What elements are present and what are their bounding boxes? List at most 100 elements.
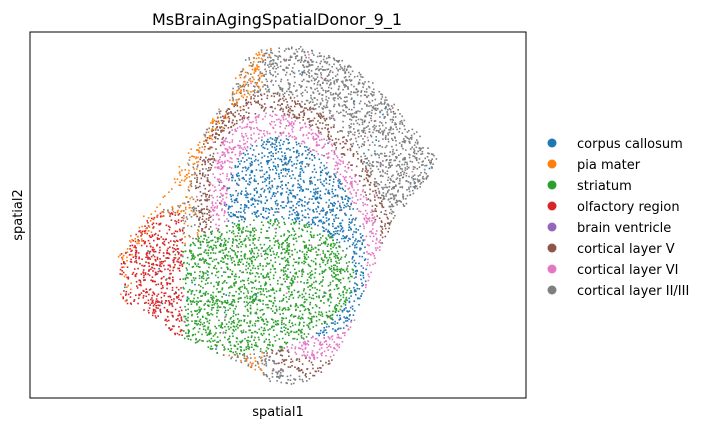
scatter-point: [280, 172, 282, 174]
scatter-point: [241, 118, 243, 120]
scatter-point: [246, 297, 249, 299]
scatter-point: [413, 155, 416, 158]
scatter-point: [415, 152, 418, 155]
scatter-point: [258, 366, 260, 368]
scatter-point: [209, 147, 211, 150]
scatter-point: [290, 294, 292, 296]
scatter-point: [301, 275, 303, 278]
scatter-point: [323, 337, 326, 339]
scatter-point: [199, 310, 201, 313]
scatter-point: [265, 184, 268, 187]
scatter-point: [223, 127, 226, 130]
scatter-point: [199, 321, 202, 324]
scatter-point: [367, 160, 370, 162]
scatter-point: [300, 56, 303, 58]
scatter-point: [335, 247, 338, 249]
scatter-point: [238, 276, 240, 278]
scatter-point: [294, 100, 296, 103]
scatter-point: [213, 159, 216, 162]
scatter-point: [333, 105, 335, 108]
scatter-point: [348, 197, 350, 200]
scatter-point: [288, 243, 290, 245]
scatter-point: [193, 279, 196, 281]
scatter-point: [344, 317, 347, 320]
scatter-point: [348, 75, 351, 78]
scatter-point: [291, 249, 293, 252]
scatter-point: [309, 265, 312, 268]
scatter-point: [254, 292, 256, 295]
scatter-point: [166, 251, 168, 254]
scatter-point: [249, 162, 252, 165]
scatter-point: [210, 215, 213, 218]
scatter-point: [181, 216, 183, 219]
scatter-point: [250, 65, 252, 67]
scatter-point: [244, 296, 246, 299]
scatter-point: [299, 73, 301, 75]
scatter-point: [297, 218, 299, 220]
scatter-point: [194, 283, 196, 286]
scatter-point: [373, 124, 376, 127]
scatter-point: [260, 200, 262, 203]
scatter-point: [343, 300, 346, 303]
scatter-point: [311, 52, 314, 55]
scatter-point: [254, 206, 256, 208]
scatter-point: [357, 158, 359, 160]
scatter-point: [315, 141, 318, 143]
scatter-point: [306, 251, 308, 253]
scatter-point: [236, 174, 238, 177]
scatter-point: [163, 306, 166, 309]
scatter-point: [266, 324, 268, 326]
scatter-point: [356, 199, 359, 201]
scatter-point: [262, 175, 264, 178]
scatter-point: [155, 273, 158, 275]
scatter-point: [403, 163, 406, 166]
scatter-point: [185, 274, 188, 276]
scatter-point: [286, 101, 288, 103]
scatter-point: [215, 132, 217, 134]
scatter-point: [344, 190, 346, 192]
scatter-point: [245, 204, 248, 207]
scatter-point: [285, 163, 287, 165]
scatter-point: [245, 126, 247, 128]
scatter-point: [301, 344, 303, 347]
scatter-point: [250, 61, 252, 64]
scatter-point: [408, 186, 410, 189]
scatter-point: [341, 309, 344, 312]
scatter-point: [176, 248, 179, 250]
scatter-point: [183, 330, 185, 332]
scatter-point: [232, 194, 234, 197]
scatter-point: [233, 353, 236, 356]
scatter-point: [276, 373, 279, 375]
scatter-point: [275, 308, 278, 311]
scatter-point: [202, 287, 204, 289]
scatter-point: [310, 128, 313, 131]
scatter-point: [274, 137, 277, 139]
scatter-point: [240, 255, 242, 257]
scatter-point: [165, 257, 167, 259]
scatter-point: [362, 189, 365, 191]
scatter-point: [319, 131, 322, 134]
scatter-point: [383, 213, 386, 215]
scatter-point: [378, 241, 380, 243]
scatter-point: [355, 293, 357, 296]
scatter-point: [180, 250, 183, 253]
scatter-point: [300, 335, 303, 337]
scatter-point: [345, 320, 347, 322]
scatter-point: [212, 301, 214, 304]
scatter-point: [204, 249, 207, 252]
scatter-point: [203, 234, 205, 237]
scatter-point: [328, 56, 331, 59]
scatter-point: [364, 215, 367, 217]
scatter-point: [312, 149, 314, 151]
scatter-point: [195, 174, 198, 177]
scatter-point: [376, 153, 379, 155]
scatter-point: [359, 233, 362, 235]
scatter-point: [305, 107, 308, 110]
scatter-point: [200, 295, 202, 297]
scatter-point: [335, 138, 337, 140]
scatter-point: [292, 264, 294, 267]
scatter-point: [326, 211, 328, 213]
scatter-point: [296, 194, 299, 196]
scatter-point: [358, 132, 360, 135]
scatter-point: [195, 289, 198, 292]
